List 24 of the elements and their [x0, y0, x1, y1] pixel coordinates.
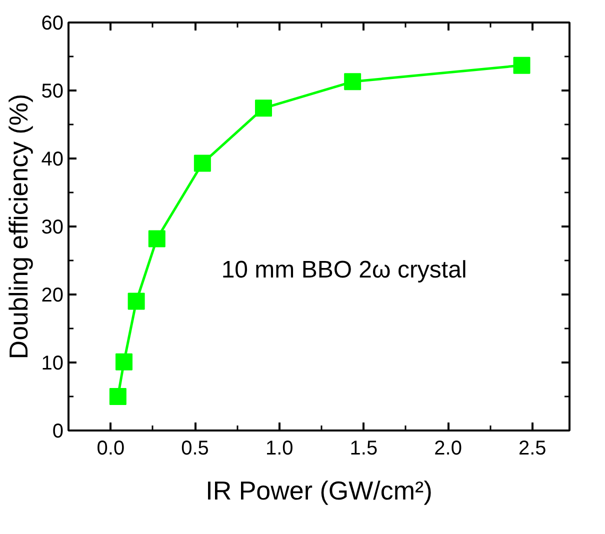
point — [109, 388, 126, 405]
y-tick-label: 0 — [52, 420, 64, 442]
y-tick-label: 30 — [41, 216, 64, 238]
point — [128, 292, 145, 310]
x-tick-label: 1.0 — [265, 438, 294, 460]
point — [148, 230, 166, 248]
x-tick-label: 2.0 — [434, 438, 462, 460]
annotation: 10 mm BBO 2ω crystal — [221, 256, 467, 284]
y-axis-title: Doubling efficiency (%) — [3, 94, 34, 360]
x-tick-label: 0.0 — [96, 438, 125, 460]
y-tick-label: 50 — [41, 80, 64, 102]
y-tick-label: 10 — [41, 352, 64, 374]
point — [344, 73, 362, 90]
x-tick-label: 2.5 — [518, 438, 546, 460]
y-tick-label: 20 — [41, 284, 64, 306]
x-axis-title: IR Power (GW/cm²) — [206, 476, 432, 506]
y-tick-label: 60 — [41, 12, 64, 34]
x-tick-label: 0.5 — [181, 438, 209, 460]
y-tick-label: 40 — [41, 148, 64, 170]
point — [116, 353, 132, 370]
point — [513, 56, 530, 74]
point — [255, 100, 272, 117]
x-tick-label: 1.5 — [350, 438, 378, 460]
point — [194, 154, 211, 172]
